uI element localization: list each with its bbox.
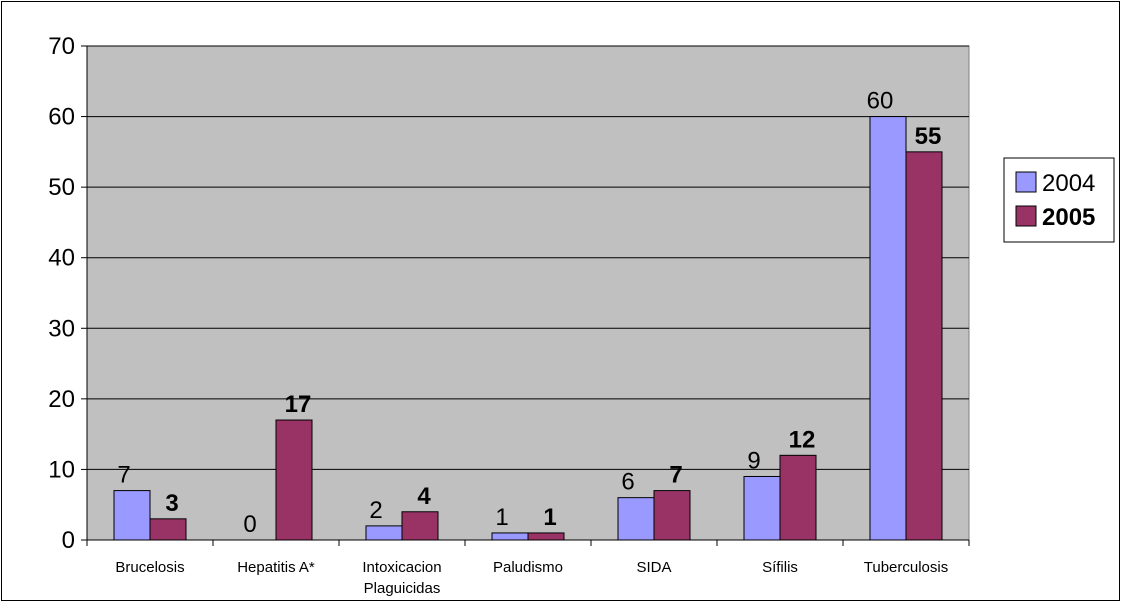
legend-swatch-2005: [1015, 205, 1037, 227]
value-label-2005: 1: [543, 504, 556, 531]
y-tick-label: 20: [48, 386, 75, 413]
value-label-2004: 7: [117, 462, 130, 489]
bar-2005-5: [779, 454, 817, 541]
y-tick-label: 0: [62, 527, 75, 554]
bar-2005-2: [401, 511, 439, 541]
y-tick-label: 50: [48, 174, 75, 201]
bar-2005-0: [149, 518, 187, 541]
category-label: Paludismo: [493, 559, 563, 576]
bar-2005-3: [527, 532, 565, 541]
y-tick-label: 60: [48, 104, 75, 131]
value-label-2004: 0: [243, 511, 256, 538]
value-label-2005: 55: [915, 123, 942, 150]
category-label: Hepatitis A*: [237, 559, 315, 576]
category-label: Tuberculosis: [864, 559, 948, 576]
category-label: Intoxicacion: [362, 559, 441, 576]
value-label-2004: 9: [747, 447, 760, 474]
value-label-2004: 1: [495, 504, 508, 531]
bar-2005-4: [653, 490, 691, 541]
category-label: Plaguicidas: [364, 580, 441, 597]
legend-swatch-2004: [1015, 171, 1037, 193]
value-label-2005: 17: [285, 391, 312, 418]
bar-2005-1: [275, 419, 313, 541]
value-label-2005: 4: [417, 483, 431, 510]
bar-2004-5: [743, 475, 781, 541]
value-label-2005: 7: [669, 462, 682, 489]
bar-2004-0: [113, 490, 151, 541]
bar-2004-6: [869, 116, 907, 541]
y-tick-label: 10: [48, 456, 75, 483]
plot-area: [86, 45, 970, 541]
value-label-2004: 2: [369, 497, 382, 524]
value-label-2004: 6: [621, 469, 634, 496]
legend-label-2004: 2004: [1042, 170, 1095, 197]
bar-2004-2: [365, 525, 403, 541]
value-label-2004: 60: [867, 88, 894, 115]
category-label: Sífilis: [762, 559, 798, 576]
category-label: SIDA: [636, 559, 671, 576]
category-label: Brucelosis: [115, 559, 184, 576]
value-label-2005: 12: [789, 426, 816, 453]
bar-2004-3: [491, 532, 529, 541]
y-tick-label: 70: [48, 33, 75, 60]
value-label-2005: 3: [165, 490, 178, 517]
y-tick-label: 30: [48, 315, 75, 342]
bar-2005-6: [905, 151, 943, 541]
bar-2004-4: [617, 497, 655, 541]
y-tick-label: 40: [48, 245, 75, 272]
legend-label-2005: 2005: [1042, 204, 1095, 231]
